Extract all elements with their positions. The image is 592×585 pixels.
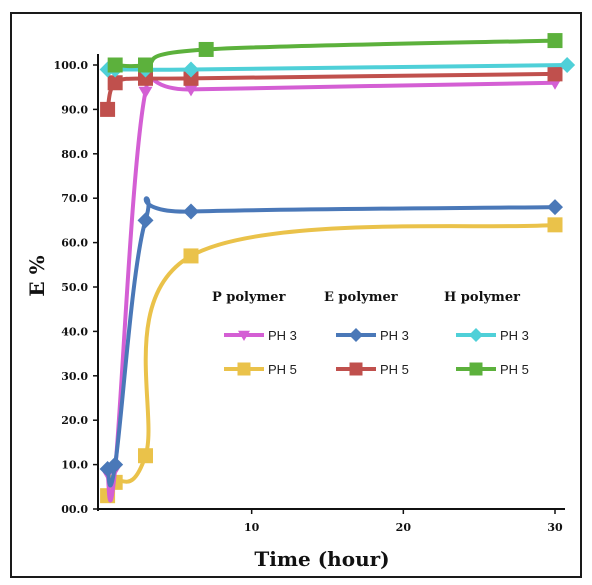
data-point (184, 84, 198, 97)
data-point (138, 448, 153, 464)
data-point (183, 203, 199, 220)
data-point (183, 248, 199, 264)
data-point (107, 57, 123, 73)
legend-label: PH 5 (500, 362, 529, 377)
data-point (547, 33, 563, 49)
x-tick-label: 20 (396, 521, 412, 534)
y-tick-label: 70.0 (61, 192, 88, 205)
series-layer (99, 33, 576, 504)
legend-marker (238, 330, 250, 341)
data-point (107, 456, 124, 473)
data-point (138, 57, 153, 73)
legend-label: PH 3 (380, 328, 409, 343)
legend-label: PH 5 (380, 362, 409, 377)
legend-label: PH 5 (268, 362, 297, 377)
data-point (100, 101, 116, 117)
y-tick-label: 50.0 (61, 281, 88, 294)
legend-label: PH 3 (500, 328, 529, 343)
y-tick-label: 100.0 (54, 59, 89, 72)
series-line (113, 38, 557, 69)
data-point (107, 75, 123, 91)
series-p-ph5 (100, 217, 563, 504)
y-tick-label: 00.0 (61, 503, 88, 516)
series-line (105, 222, 557, 498)
data-point (198, 41, 214, 57)
y-tick-label: 20.0 (61, 414, 88, 427)
data-point (547, 217, 563, 233)
series-line (105, 71, 557, 112)
legend-group-title: H polymer (444, 290, 520, 305)
x-tick-label: 10 (244, 521, 260, 534)
legend-marker (237, 362, 251, 376)
x-axis-title: Time (hour) (254, 547, 389, 571)
y-tick-label: 80.0 (61, 148, 88, 161)
legend-marker (469, 328, 483, 342)
y-tick-label: 60.0 (61, 237, 88, 250)
chart-frame: 00.0 10.0 20.0 30.0 40.0 50.0 60.0 70.0 80.0 90.0… (10, 12, 582, 578)
y-axis-title: E % (25, 255, 49, 296)
legend-marker (349, 362, 363, 376)
y-tick-label: 30.0 (61, 370, 88, 383)
legend-marker (469, 362, 483, 376)
data-point (138, 86, 153, 99)
series-p-ph3 (100, 59, 562, 503)
y-tick-label: 40.0 (61, 325, 88, 338)
legend: P polymer PH 3 PH 5 E polymer PH 3 PH 5 H poly… (212, 290, 529, 377)
legend-group-title: P polymer (212, 290, 286, 305)
data-point (137, 212, 154, 229)
data-point (547, 199, 563, 216)
series-line (105, 196, 557, 488)
data-point (183, 61, 199, 78)
data-point (559, 57, 576, 73)
series-line (105, 63, 570, 72)
series-line (105, 59, 557, 503)
y-tick-label: 90.0 (61, 103, 88, 116)
series-e-ph3 (99, 196, 563, 488)
data-point (547, 66, 563, 82)
series-h-ph5 (107, 33, 563, 73)
legend-group-title: E polymer (324, 290, 398, 305)
y-tick-label: 10.0 (61, 459, 88, 472)
x-tick-label: 30 (547, 521, 563, 534)
series-e-ph5 (100, 66, 563, 117)
legend-marker (349, 328, 363, 342)
line-chart: 00.0 10.0 20.0 30.0 40.0 50.0 60.0 70.0 80.0 90.0… (25, 33, 576, 571)
axes: 00.0 10.0 20.0 30.0 40.0 50.0 60.0 70.0 80.0 90.0… (54, 54, 565, 534)
legend-label: PH 3 (268, 328, 297, 343)
